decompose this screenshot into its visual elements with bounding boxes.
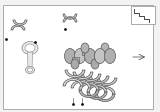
Polygon shape [73, 72, 93, 80]
Ellipse shape [101, 43, 109, 53]
Ellipse shape [95, 48, 105, 64]
Polygon shape [81, 74, 101, 82]
Polygon shape [87, 84, 107, 92]
Polygon shape [63, 17, 77, 22]
Polygon shape [89, 76, 109, 84]
Polygon shape [72, 57, 79, 63]
Polygon shape [63, 79, 83, 86]
Polygon shape [87, 92, 107, 99]
Ellipse shape [28, 68, 32, 72]
Bar [131, 6, 155, 24]
Ellipse shape [64, 48, 76, 64]
Polygon shape [95, 94, 115, 101]
Ellipse shape [81, 43, 89, 53]
Polygon shape [92, 57, 99, 63]
Polygon shape [28, 52, 32, 70]
Ellipse shape [25, 67, 35, 73]
Ellipse shape [25, 44, 35, 52]
Polygon shape [13, 20, 27, 25]
Polygon shape [11, 25, 25, 30]
Ellipse shape [91, 59, 99, 69]
Ellipse shape [104, 48, 116, 64]
Ellipse shape [71, 59, 79, 69]
Polygon shape [65, 70, 85, 78]
Polygon shape [79, 83, 99, 90]
Polygon shape [71, 81, 91, 88]
Ellipse shape [84, 48, 96, 64]
Polygon shape [97, 78, 117, 85]
Polygon shape [63, 14, 77, 19]
Polygon shape [81, 49, 88, 55]
Ellipse shape [22, 42, 38, 55]
Polygon shape [79, 90, 99, 98]
Polygon shape [95, 86, 115, 94]
Polygon shape [101, 49, 108, 55]
Ellipse shape [75, 48, 85, 64]
